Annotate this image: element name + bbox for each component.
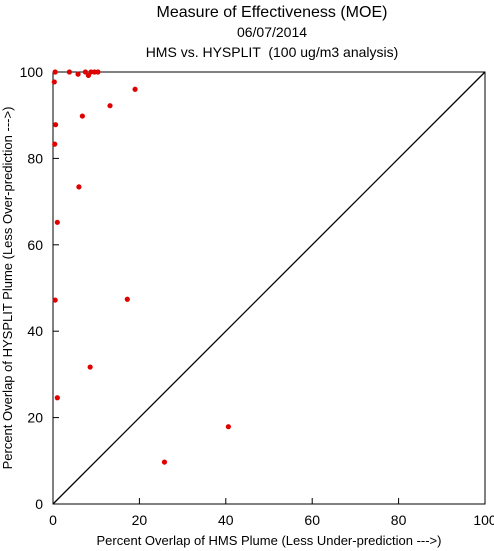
y-tick-label: 0 (35, 496, 43, 512)
chart-title: Measure of Effectiveness (MOE) (157, 4, 388, 21)
data-point (54, 219, 60, 225)
x-tick-label: 100 (473, 512, 494, 528)
x-tick-label: 20 (132, 512, 148, 528)
y-tick-label: 20 (27, 410, 43, 426)
data-point (52, 69, 58, 75)
y-tick-label: 100 (20, 64, 44, 80)
data-point (52, 141, 58, 147)
data-point (95, 69, 101, 75)
data-point (107, 103, 113, 109)
data-points (51, 69, 231, 465)
data-point (124, 296, 130, 302)
x-tick-label: 40 (218, 512, 234, 528)
data-point (51, 79, 57, 85)
chart-subtitle: HMS vs. HYSPLIT (100 ug/m3 analysis) (146, 44, 399, 60)
x-axis-label: Percent Overlap of HMS Plume (Less Under… (97, 533, 442, 548)
data-point (225, 424, 231, 430)
x-tick-label: 60 (304, 512, 320, 528)
x-tick-label: 80 (391, 512, 407, 528)
chart-date: 06/07/2014 (237, 24, 307, 40)
data-point (66, 69, 73, 75)
plot-frame (52, 71, 486, 505)
x-tick-label: 0 (49, 512, 57, 528)
y-tick-label: 40 (27, 323, 43, 339)
y-tick-label: 60 (27, 237, 43, 253)
data-point (161, 459, 168, 465)
y-axis-ticks: 0 20 40 60 80 100 (20, 64, 59, 512)
data-point (132, 86, 138, 92)
data-point (75, 71, 81, 77)
data-point (52, 297, 58, 303)
diagonal-reference-line (52, 71, 486, 505)
data-point (54, 395, 60, 401)
data-point (87, 364, 93, 370)
data-point (76, 184, 82, 190)
x-axis-ticks: 0 20 40 60 80 100 (49, 498, 494, 528)
data-point (52, 122, 59, 128)
data-point (79, 113, 85, 119)
y-axis-label: Percent Overlap of HYSPLIT Plume (Less O… (0, 107, 15, 470)
y-tick-label: 80 (27, 150, 43, 166)
data-point (82, 69, 88, 75)
